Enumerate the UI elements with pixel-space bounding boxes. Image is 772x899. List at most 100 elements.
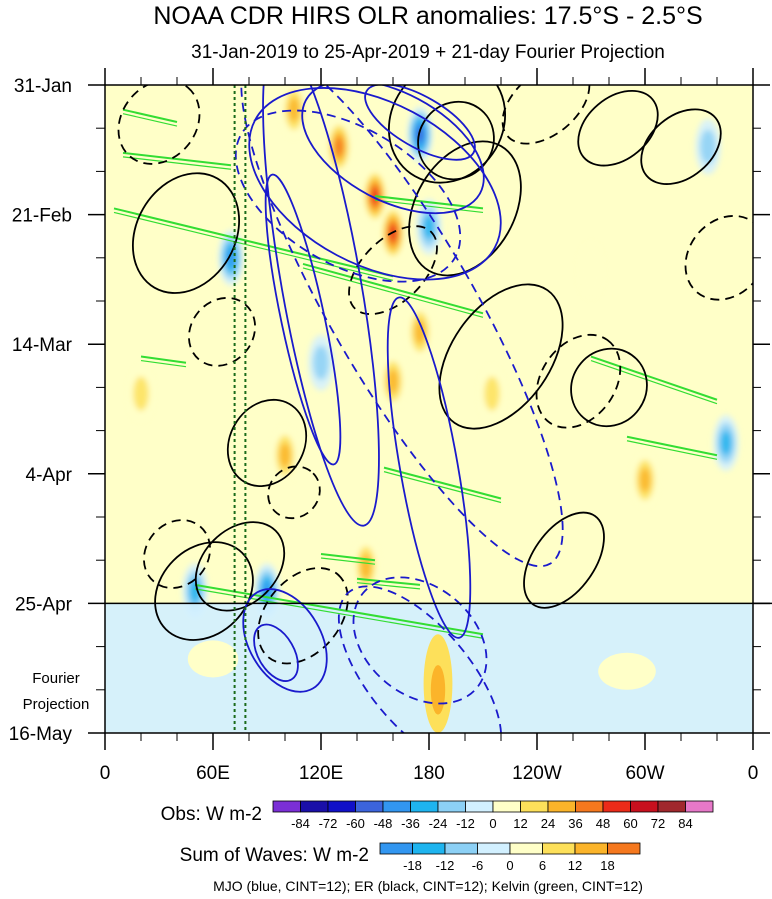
er-contour [535, 333, 622, 429]
kelvin-contour [320, 557, 376, 565]
mjo-contours [234, 85, 564, 733]
colorbar-tick-label: 0 [489, 816, 496, 831]
x-axis-labels: 0 60E 120E 180 120W 60W 0 [100, 763, 759, 784]
colorbar-tick-label: -48 [374, 816, 393, 831]
colorbar-box [630, 800, 659, 813]
colorbar-box [607, 842, 641, 855]
colorbar-tick-label: -36 [401, 816, 420, 831]
colorbar-tick-label: 24 [541, 816, 555, 831]
kelvin-contour [140, 359, 187, 368]
colorbar-tick-label: -60 [346, 816, 365, 831]
kelvin-contour [122, 156, 232, 170]
colorbar-tick-label: 72 [651, 816, 665, 831]
colorbar-tick-label: 84 [678, 816, 692, 831]
reference-lines [233, 85, 247, 733]
kelvin-contour [122, 108, 178, 124]
projection-blob [598, 652, 656, 690]
colorbar-box [602, 800, 631, 813]
er-contour [143, 519, 211, 589]
colorbar-box [492, 800, 521, 813]
anomaly-blob [226, 248, 236, 268]
colorbar-box [542, 842, 576, 855]
colorbar-box [657, 800, 686, 813]
er-contour [194, 521, 286, 612]
colorbar-box [272, 800, 301, 813]
colorbar-tick-label: 6 [539, 858, 546, 873]
y-tick-label: 25-Apr [15, 594, 73, 615]
er-contour [577, 89, 659, 167]
colorbar-box [355, 800, 384, 813]
kelvin-contour [122, 151, 232, 167]
x-tick-label: 60W [625, 763, 664, 784]
colorbar-tick-label: 12 [513, 816, 527, 831]
er-contour [570, 347, 648, 428]
y-tick-label: 14-Mar [12, 335, 73, 356]
colorbar-tick-label: -6 [472, 858, 484, 873]
er-contour [267, 465, 321, 520]
x-tick-label: 0 [748, 763, 759, 784]
anomaly-blob [700, 129, 716, 164]
chart-subtitle: 31-Jan-2019 to 25-Apr-2019 + 21-day Four… [191, 42, 665, 63]
colorbar-box [574, 842, 608, 855]
anomaly-blob [334, 137, 344, 157]
colorbar-tick-label: -12 [456, 816, 475, 831]
anomaly-blob [639, 467, 651, 493]
axis-ticks [88, 68, 770, 750]
colorbar-tick-label: -72 [319, 816, 338, 831]
er-contour [348, 225, 438, 316]
x-tick-label: 120E [299, 763, 343, 784]
kelvin-contour [113, 211, 394, 281]
mjo-contour [242, 588, 328, 693]
kelvin-contour [194, 588, 484, 639]
mjo-contour [262, 85, 380, 527]
er-contour [257, 567, 349, 665]
x-tick-label: 0 [100, 763, 111, 784]
colorbar-tick-label: 12 [568, 858, 582, 873]
colorbar-box [410, 800, 439, 813]
y-tick-label: 4-Apr [26, 465, 73, 486]
anomaly-blob [578, 242, 604, 298]
colorbar-box [477, 842, 511, 855]
anomaly-blob [414, 319, 426, 345]
mjo-contour [386, 296, 472, 639]
er-contour [131, 172, 241, 294]
anomaly-blob [279, 442, 291, 468]
kelvin-contour [140, 355, 187, 364]
colorbar-tick-label: 0 [506, 858, 513, 873]
colorbar-tick-label: -12 [436, 858, 455, 873]
er-contour [523, 511, 605, 609]
er-contour [438, 283, 564, 430]
mjo-contour [240, 85, 564, 568]
colorbar-tick-label: -18 [403, 858, 422, 873]
y-tick-label: 21-Feb [12, 206, 72, 227]
kelvin-contour [626, 435, 718, 457]
anomaly-blob [720, 430, 732, 456]
colorbar-box [575, 800, 604, 813]
colorbar-box [444, 842, 478, 855]
er-contour [640, 108, 722, 185]
colorbar-box [520, 800, 549, 813]
kelvin-contour [383, 466, 502, 500]
footnote: MJO (blue, CINT=12); ER (black, CINT=12)… [213, 878, 643, 894]
mjo-contour [301, 85, 485, 215]
kelvin-contour [113, 207, 394, 278]
er-contour [408, 140, 522, 277]
colorbar-tick-label: -24 [429, 816, 448, 831]
er-contours [117, 85, 753, 665]
kelvin-contours [113, 108, 718, 639]
kelvin-contour [320, 553, 376, 562]
waves-colorbar-label: Sum of Waves: W m-2 [180, 845, 369, 866]
projection-field [105, 603, 753, 733]
er-contour [117, 85, 201, 165]
fourier-projection-label-line2: Projection [23, 696, 90, 713]
colorbar-box [327, 800, 356, 813]
colorbar-box [465, 800, 494, 813]
fourier-projection-label-line1: Fourier [32, 670, 80, 687]
waves-colorbar: -18 -12 -6 0 6 12 18 [379, 842, 641, 873]
kelvin-contour [383, 471, 502, 504]
x-tick-label: 180 [413, 763, 445, 784]
projection-blob [187, 640, 239, 678]
kelvin-contour [374, 199, 484, 214]
colorbar-box [379, 842, 413, 855]
